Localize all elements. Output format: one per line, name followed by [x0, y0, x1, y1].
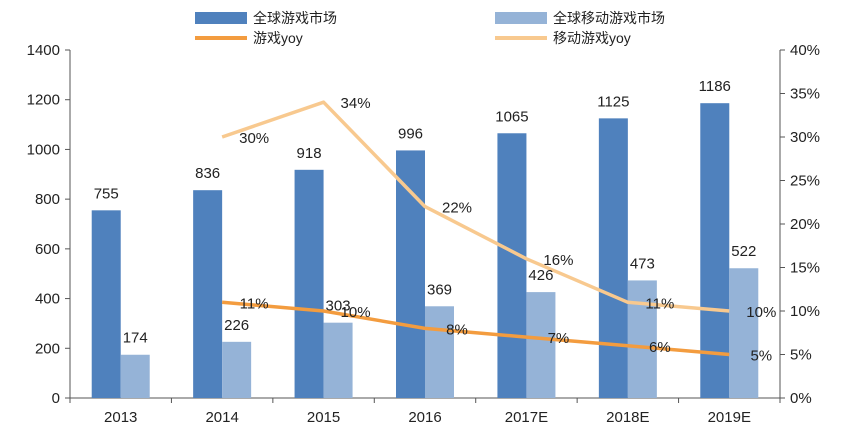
bar-mobile — [729, 268, 759, 398]
line-value-label: 7% — [548, 330, 570, 347]
line-value-label: 5% — [750, 348, 772, 365]
bar-mobile — [222, 341, 252, 398]
line-value-label: 11% — [645, 295, 674, 312]
legend-label: 全球游戏市场 — [253, 10, 337, 26]
line-mobile-yoy — [221, 100, 730, 313]
bar-value-label: 174 — [123, 330, 148, 347]
x-tick-label: 2019E — [708, 409, 751, 426]
x-tick-label: 2018E — [606, 409, 649, 426]
bar-mobile — [323, 322, 353, 398]
y-right-tick-label: 20% — [790, 216, 820, 233]
bar-value-label: 303 — [326, 298, 351, 315]
bar-value-label: 426 — [528, 267, 553, 284]
legend-label: 游戏yoy — [253, 30, 303, 46]
y-right-tick-label: 25% — [790, 173, 820, 190]
bar-value-label: 369 — [427, 281, 452, 298]
bar-value-label: 918 — [297, 145, 322, 162]
y-left-tick-label: 1400 — [27, 42, 60, 59]
line-game-yoy — [221, 300, 730, 357]
legend-label: 移动游戏yoy — [553, 30, 631, 46]
y-left-tick-label: 600 — [35, 241, 60, 258]
bar-mobile — [120, 354, 150, 398]
line-value-label: 22% — [442, 200, 472, 217]
y-left-tick-label: 200 — [35, 340, 60, 357]
bar-value-label: 836 — [195, 165, 220, 182]
legend-label: 全球移动游戏市场 — [553, 10, 665, 26]
bar-mobile — [425, 306, 454, 398]
bar-value-label: 1186 — [699, 78, 731, 95]
x-tick-label: 2016 — [408, 409, 441, 426]
y-left-tick-label: 1000 — [27, 141, 60, 158]
line-value-label: 10% — [746, 304, 776, 321]
data-labels: 755 836 918 996 1065 1125 1186 174 226 303 369 426 4… — [94, 78, 777, 364]
lines — [221, 100, 730, 357]
line-value-label: 8% — [446, 321, 468, 338]
y-right-tick-label: 10% — [790, 303, 820, 320]
y-right-tick-label: 0% — [790, 390, 812, 407]
line-value-label: 34% — [341, 95, 371, 112]
bar-value-label: 996 — [398, 125, 423, 142]
line-value-label: 10% — [341, 304, 371, 321]
legend-swatch — [195, 12, 247, 24]
bars — [91, 103, 759, 399]
bar-mobile — [627, 280, 657, 398]
bar-value-label: 1125 — [597, 93, 629, 110]
bar-global — [700, 103, 730, 399]
legend-swatch — [495, 12, 547, 24]
x-tick-label: 2017E — [505, 409, 548, 426]
line-value-label: 11% — [240, 295, 269, 312]
bar-global — [91, 210, 121, 398]
bar-value-label: 1065 — [495, 108, 528, 125]
bar-global — [497, 133, 527, 398]
y-right-tick-label: 30% — [790, 129, 820, 146]
bar-value-label: 473 — [630, 255, 655, 272]
line-value-label: 30% — [239, 130, 269, 147]
bar-global — [294, 169, 324, 398]
x-tick-label: 2015 — [307, 409, 340, 426]
y-right-tick-label: 35% — [790, 86, 820, 103]
bar-global — [396, 150, 425, 398]
bar-value-label: 226 — [224, 317, 249, 334]
y-left-tick-label: 400 — [35, 291, 60, 308]
line-value-label: 16% — [543, 252, 573, 269]
y-left-tick-label: 800 — [35, 191, 60, 208]
x-tick-label: 2013 — [104, 409, 137, 426]
bar-value-label: 522 — [731, 243, 756, 260]
bar-value-label: 755 — [94, 185, 119, 202]
line-value-label: 6% — [649, 339, 671, 356]
y-left-tick-label: 0 — [52, 390, 60, 407]
y-right-tick-label: 15% — [790, 260, 820, 277]
x-tick-label: 2014 — [205, 409, 238, 426]
y-left-tick-label: 1200 — [27, 92, 60, 109]
bar-global — [598, 118, 628, 398]
bar-mobile — [526, 292, 556, 398]
axes: 0 200 400 600 800 1000 1200 1400 0% 5% 10% 15% 20% 25… — [27, 42, 820, 426]
bar-global — [193, 190, 223, 398]
y-right-tick-label: 5% — [790, 347, 812, 364]
y-right-tick-label: 40% — [790, 42, 820, 59]
